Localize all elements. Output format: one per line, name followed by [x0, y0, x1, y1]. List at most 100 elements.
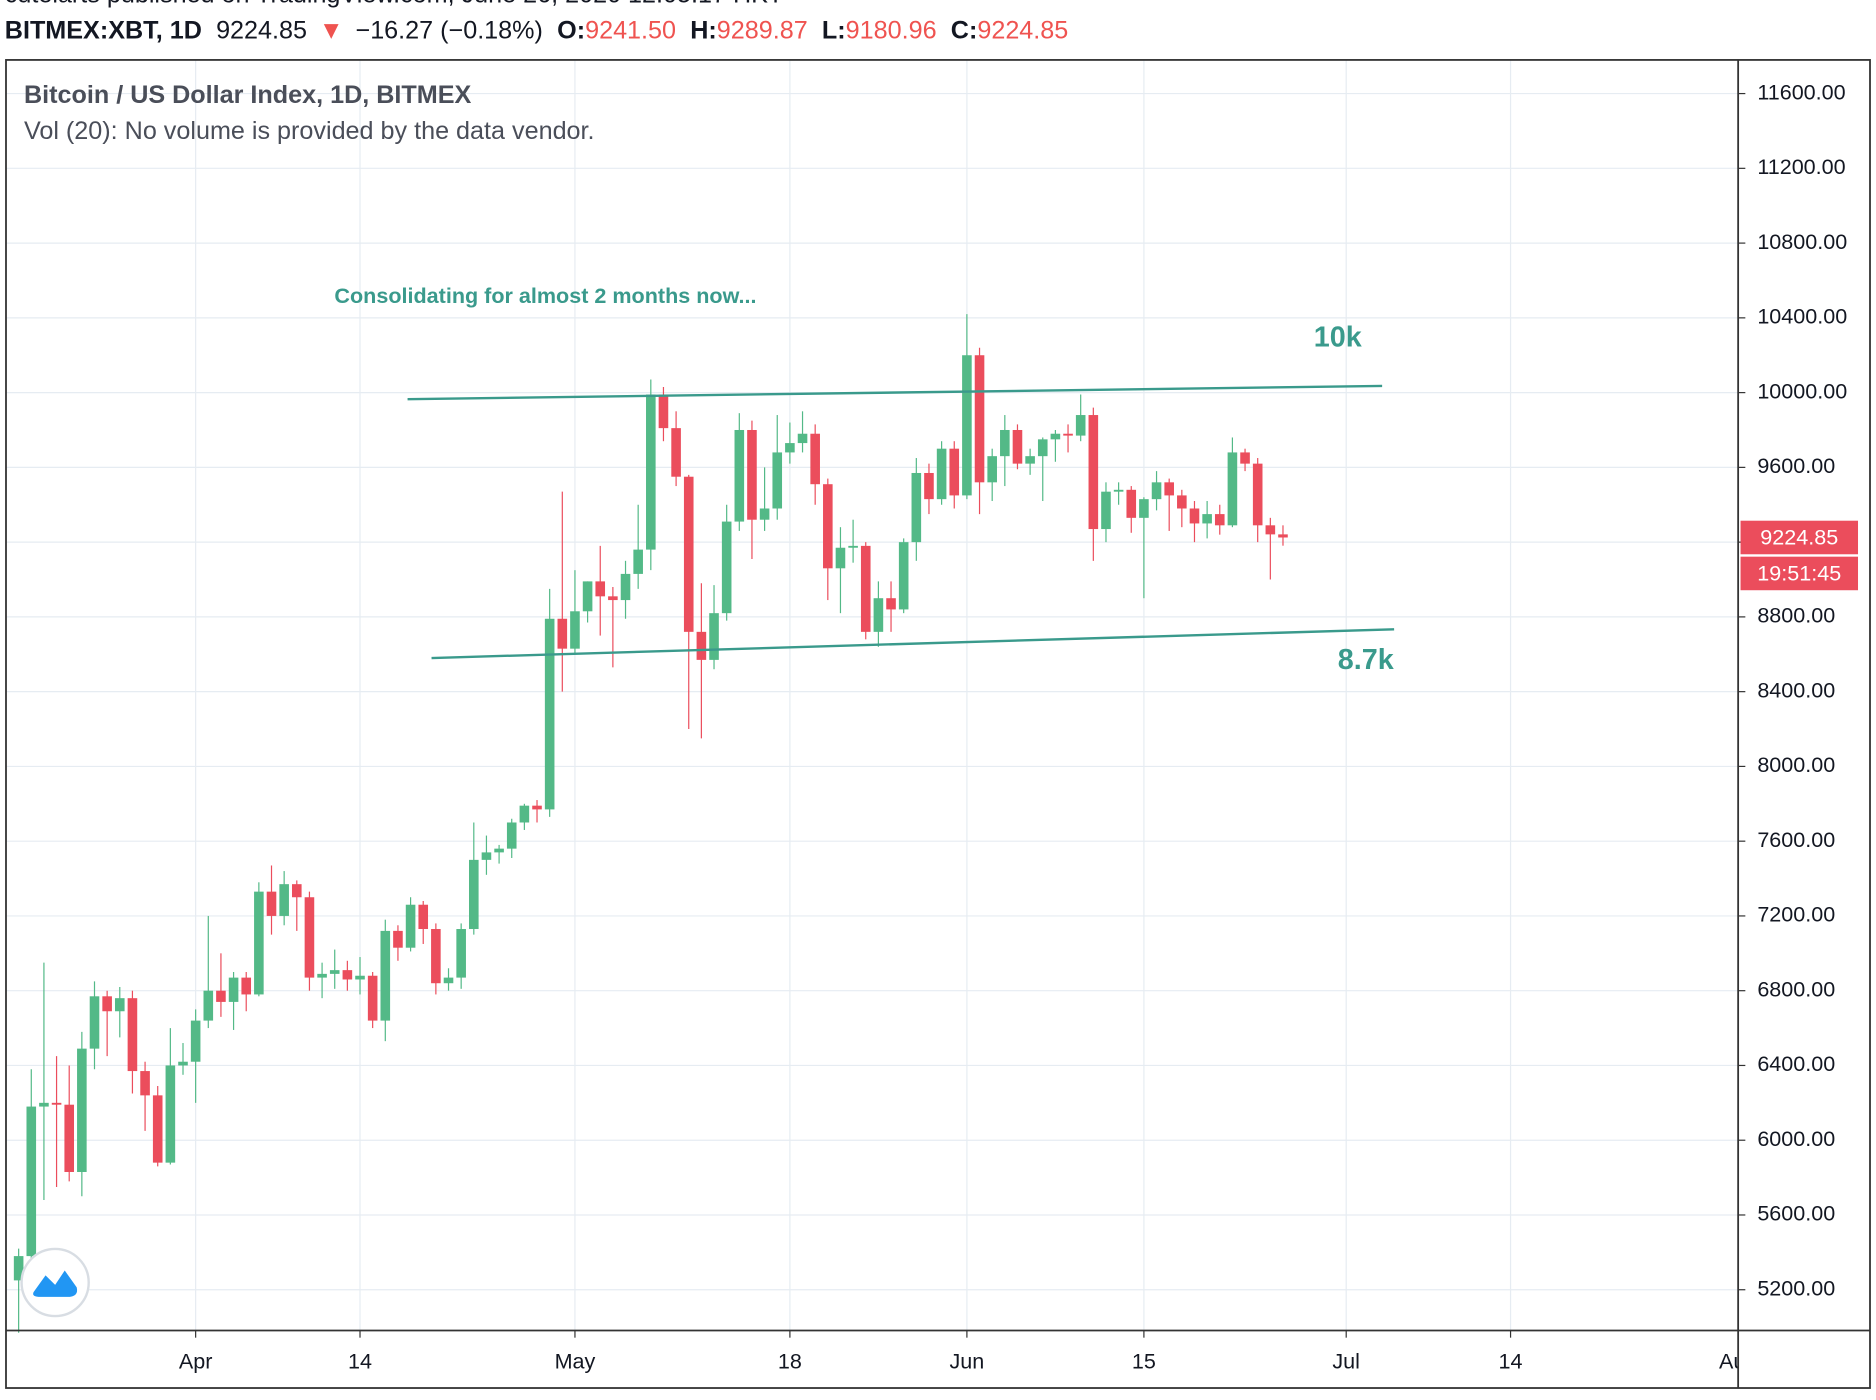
- x-tick-label: May: [555, 1349, 596, 1374]
- countdown-label: 19:51:45: [1757, 560, 1841, 585]
- candle-body: [380, 930, 391, 1021]
- candle-body: [393, 930, 403, 948]
- change: −16.27 (−0.18%): [356, 16, 543, 44]
- y-tick-label: 7600.00: [1757, 827, 1835, 852]
- candle-body: [823, 484, 833, 569]
- candle-body: [595, 581, 606, 597]
- candle-body: [1214, 514, 1225, 526]
- y-tick-label: 11600.00: [1757, 79, 1845, 104]
- candle-body: [254, 891, 264, 995]
- candle-body: [405, 904, 416, 948]
- candle-body: [557, 618, 568, 649]
- y-tick-label: 10400.00: [1757, 304, 1847, 329]
- candle-body: [102, 996, 112, 1012]
- candle-body: [127, 998, 138, 1072]
- candle-body: [481, 852, 492, 860]
- candle-body: [835, 547, 846, 569]
- candle-body: [1139, 499, 1149, 518]
- y-tick-label: 6400.00: [1757, 1051, 1835, 1076]
- chart-title: Bitcoin / US Dollar Index, 1D, BITMEX: [24, 81, 472, 109]
- candle-body: [785, 443, 795, 453]
- x-tick-label: 15: [1132, 1349, 1156, 1374]
- y-tick-label: 5600.00: [1757, 1201, 1835, 1226]
- x-tick-label: 14: [1499, 1349, 1523, 1374]
- close-value: 9224.85: [977, 16, 1068, 44]
- candle-body: [962, 355, 972, 496]
- candle-body: [1088, 415, 1099, 530]
- candle-body: [1240, 452, 1250, 464]
- candle-body: [329, 970, 340, 974]
- y-tick-label: 11200.00: [1757, 154, 1845, 179]
- candle-body: [582, 581, 593, 612]
- candle-body: [178, 1061, 188, 1066]
- symbol: BITMEX:XBT, 1D: [5, 16, 202, 44]
- candle-body: [1278, 534, 1288, 538]
- candle-body: [519, 805, 530, 823]
- x-tick-label: Apr: [179, 1349, 213, 1374]
- candle-body: [924, 472, 934, 500]
- candle-body: [1075, 415, 1086, 436]
- candle-body: [216, 990, 226, 1002]
- countdown-tag: [1740, 556, 1859, 591]
- candle-body: [304, 897, 315, 978]
- candle-body: [342, 970, 353, 980]
- y-tick-label: 8400.00: [1757, 677, 1835, 702]
- low-label: L:: [822, 16, 846, 44]
- candle-body: [646, 394, 656, 550]
- candle-body: [1202, 514, 1212, 524]
- candle-body: [1025, 456, 1035, 464]
- candle-body: [1126, 489, 1137, 518]
- candle-body: [456, 929, 466, 978]
- candle-body: [77, 1048, 87, 1172]
- candle-body: [291, 884, 302, 898]
- candle-body: [658, 394, 669, 429]
- candle-body: [51, 1102, 62, 1105]
- last-price-tag: [1740, 520, 1859, 555]
- candle-body: [1037, 439, 1048, 457]
- y-tick-label: 10000.00: [1757, 378, 1847, 403]
- trend-line-upper: [407, 384, 1383, 401]
- annotation: Consolidating for almost 2 months now...: [334, 283, 756, 308]
- candle-body: [949, 448, 960, 496]
- candle-body: [709, 613, 719, 660]
- candle-body: [64, 1104, 75, 1172]
- candle-body: [367, 975, 378, 1021]
- candle-body: [974, 355, 985, 483]
- y-tick-label: 7200.00: [1757, 902, 1835, 927]
- candle-body: [114, 998, 125, 1012]
- labels: 5200.00 5600.00 6000.00 6400.00 6800.00 7200.…: [179, 79, 1847, 1373]
- candle-body: [873, 598, 884, 632]
- close-label: C:: [951, 16, 978, 44]
- open-label: O:: [557, 16, 585, 44]
- candle-body: [759, 508, 770, 520]
- candle-body: [1000, 429, 1010, 457]
- x-tick-label: Jul: [1332, 1349, 1360, 1374]
- frame: [5, 59, 1871, 1389]
- candle-body: [266, 891, 277, 916]
- candle-body: [13, 1256, 24, 1281]
- y-tick-label: 8800.00: [1757, 603, 1835, 628]
- candle-body: [544, 618, 555, 810]
- last-price: 9224.85: [216, 16, 307, 44]
- candle-body: [570, 611, 580, 649]
- chart-subtitle: Vol (20): No volume is provided by the d…: [24, 117, 595, 145]
- y-tick-label: 5200.00: [1757, 1275, 1835, 1300]
- candles: [13, 314, 1288, 1333]
- candle-body: [443, 977, 454, 984]
- x-tick-labels: Apr 14 May 18 Jun 15 Jul 14 Aug: [179, 1349, 1738, 1374]
- last-price-label: 9224.85: [1760, 524, 1838, 549]
- x-tick-label: 14: [348, 1349, 372, 1374]
- candle-body: [696, 631, 707, 660]
- candle-body: [1252, 463, 1263, 526]
- candle-body: [1151, 482, 1162, 500]
- y-tick-label: 6800.00: [1757, 976, 1835, 1001]
- candle-body: [203, 990, 214, 1021]
- y-tick-label: 9600.00: [1757, 453, 1835, 478]
- candle-body: [431, 929, 441, 984]
- candle-body: [1227, 452, 1238, 526]
- candle-body: [89, 996, 100, 1049]
- candle-body: [152, 1095, 163, 1163]
- candle-body: [506, 822, 517, 849]
- annotation: 10k: [1314, 321, 1363, 353]
